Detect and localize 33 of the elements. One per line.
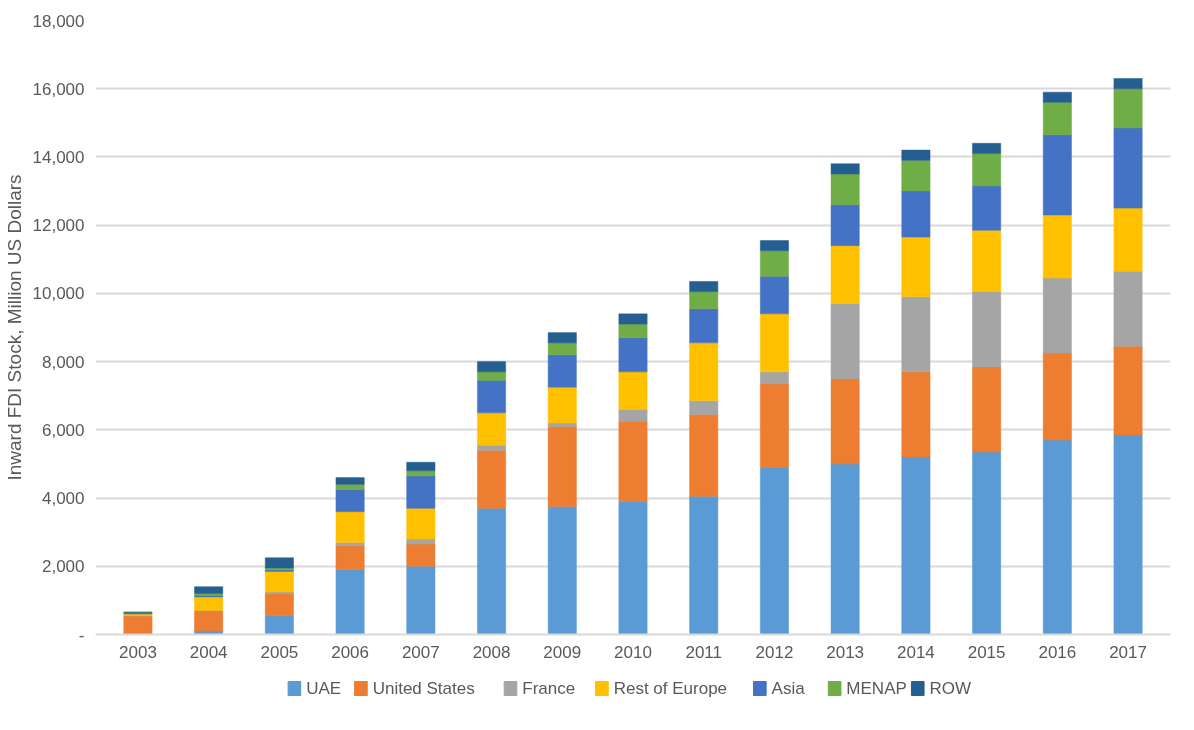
y-tick-label: 16,000 [32,79,85,99]
x-tick-label: 2014 [896,642,935,662]
y-tick-label: 12,000 [32,216,85,236]
legend-label: Rest of Europe [613,679,728,698]
x-tick-label: 2015 [967,642,1006,662]
legend-label: United States [372,679,475,698]
x-tick-label: 2009 [543,642,582,662]
x-tick-label: 2017 [1109,642,1147,662]
legend-label: France [522,679,576,698]
x-tick-label: 2016 [1038,642,1077,662]
y-tick-label: 10,000 [32,284,85,304]
x-tick-label: 2011 [685,642,723,662]
y-axis-title: Inward FDI Stock, Million US Dollars [3,174,25,481]
x-tick-label: 2004 [189,642,228,662]
x-tick-label: 2013 [826,642,865,662]
x-tick-label: 2006 [331,642,370,662]
legend-label: MENAP [846,679,907,698]
y-tick-label: 8,000 [41,352,85,372]
x-tick-label: 2003 [119,642,157,662]
x-tick-label: 2012 [755,642,794,662]
y-tick-label: 14,000 [32,147,85,167]
x-tick-label: 2008 [472,642,511,662]
x-tick-label: 2005 [260,642,299,662]
y-tick-label: 4,000 [41,489,85,509]
y-tick-label: - [78,625,85,645]
legend-label: Asia [771,679,806,698]
x-tick-label: 2010 [614,642,652,662]
y-tick-label: 2,000 [41,557,85,577]
x-tick-label: 2007 [401,642,440,662]
legend-label: ROW [929,679,972,698]
y-tick-label: 6,000 [41,420,85,440]
legend-label: UAE [306,679,342,698]
y-tick-label: 18,000 [32,11,85,31]
